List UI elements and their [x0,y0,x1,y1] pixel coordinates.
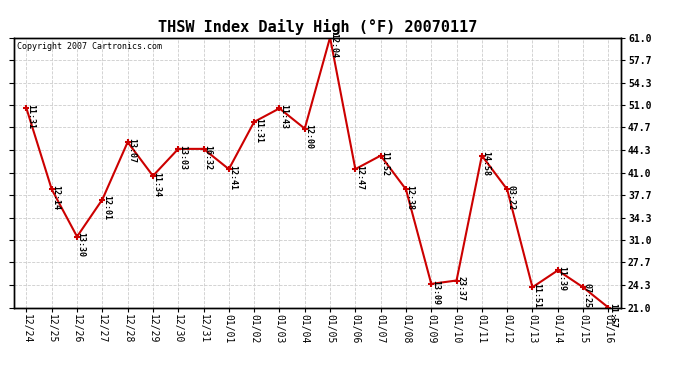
Text: 12:41: 12:41 [228,165,237,190]
Text: 11:31: 11:31 [26,104,35,129]
Text: 11:51: 11:51 [532,283,541,308]
Text: 12:01: 12:01 [102,195,111,220]
Text: 12:14: 12:14 [52,185,61,210]
Text: 13:07: 13:07 [128,138,137,163]
Text: 12:38: 12:38 [406,185,415,210]
Text: 14:58: 14:58 [482,152,491,177]
Text: 23:37: 23:37 [456,276,465,302]
Text: 07:25: 07:25 [583,283,592,308]
Text: 11:39: 11:39 [558,266,566,291]
Text: 03:22: 03:22 [507,185,516,210]
Text: Copyright 2007 Cartronics.com: Copyright 2007 Cartronics.com [17,42,162,51]
Text: 11:43: 11:43 [279,104,288,129]
Text: 13:03: 13:03 [178,145,187,170]
Text: 11:34: 11:34 [152,172,161,197]
Text: 11:31: 11:31 [254,118,263,143]
Text: 11:52: 11:52 [380,152,389,177]
Title: THSW Index Daily High (°F) 20070117: THSW Index Daily High (°F) 20070117 [158,19,477,35]
Text: 12:04: 12:04 [330,33,339,58]
Text: 12:00: 12:00 [304,124,313,150]
Text: 13:09: 13:09 [431,280,440,305]
Text: 13:30: 13:30 [77,232,86,258]
Text: 16:32: 16:32 [204,145,213,170]
Text: 12:47: 12:47 [355,165,364,190]
Text: 11:57: 11:57 [608,303,617,328]
